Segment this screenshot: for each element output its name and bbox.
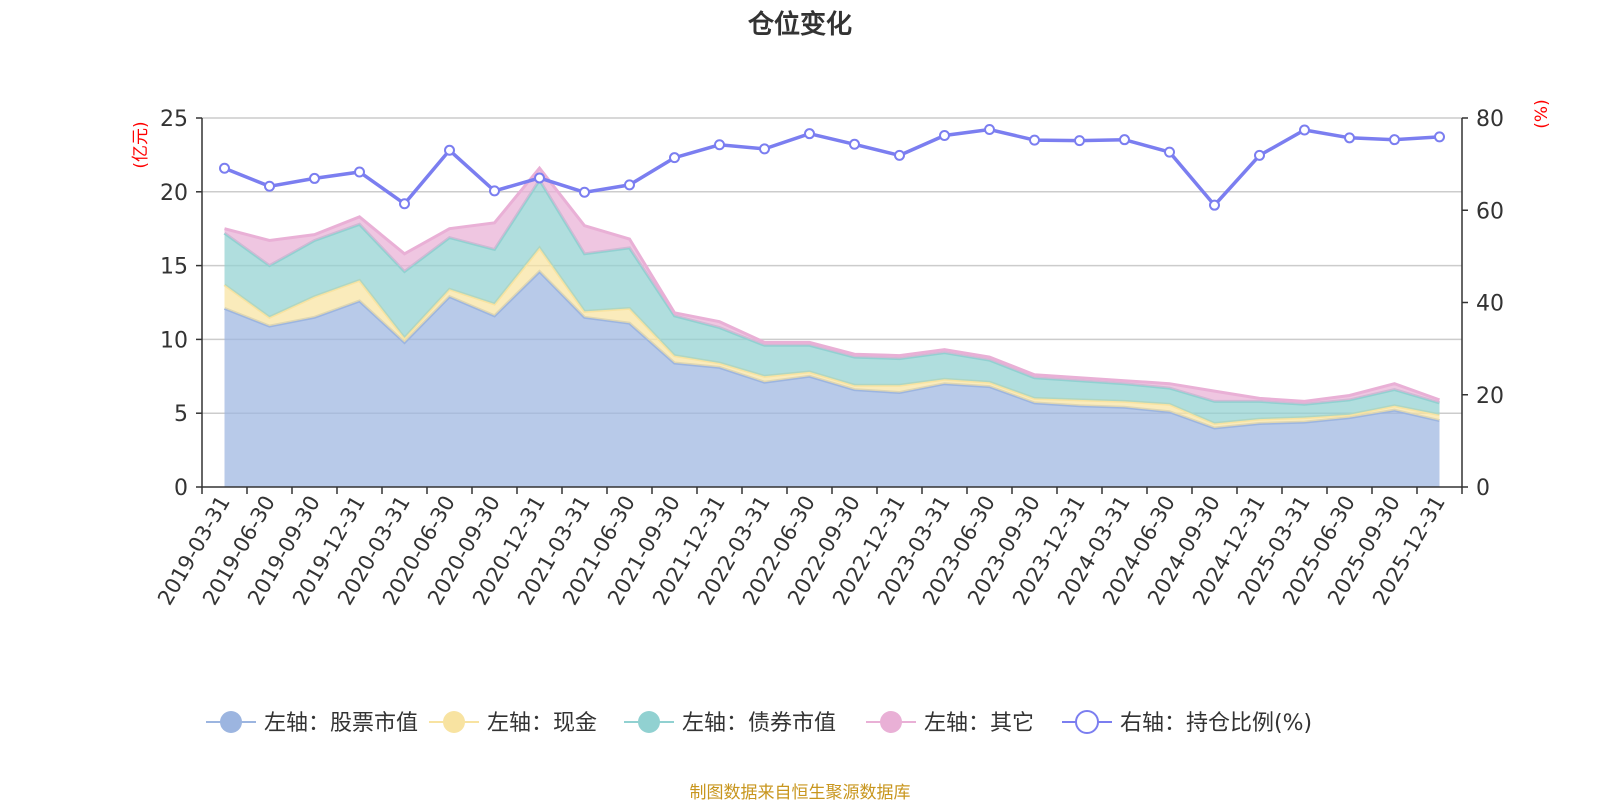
legend-label: 左轴：债券市值 xyxy=(682,711,836,736)
ratio-point xyxy=(219,162,230,174)
left-axis-unit: (亿元) xyxy=(131,121,151,168)
ratio-point xyxy=(714,139,725,151)
left-tick-label: 20 xyxy=(160,181,188,206)
left-tick-label: 10 xyxy=(160,328,188,353)
ratio-point xyxy=(759,143,770,155)
ratio-point xyxy=(1389,134,1400,146)
area-左轴：股票市值 xyxy=(224,271,1440,487)
area-左轴：债券市值 xyxy=(224,180,1440,424)
ratio-point xyxy=(444,144,455,156)
ratio-point xyxy=(264,180,275,192)
stacked-areas xyxy=(223,165,1441,487)
ratio-point xyxy=(1029,134,1040,146)
ratio-point xyxy=(1074,135,1085,147)
left-tick-label: 15 xyxy=(160,255,188,280)
ratio-line xyxy=(219,124,1445,211)
right-tick-label: 40 xyxy=(1476,292,1504,317)
ratio-point xyxy=(1119,134,1130,146)
ratio-point xyxy=(1434,131,1445,143)
ratio-point xyxy=(849,138,860,150)
legend-marker-左轴：现金 xyxy=(443,711,465,733)
ratio-point xyxy=(1209,199,1220,211)
ratio-point xyxy=(579,186,590,198)
ratio-point xyxy=(984,124,995,136)
legend-marker-左轴：债券市值 xyxy=(638,711,660,733)
ratio-point xyxy=(399,198,410,210)
ratio-point xyxy=(309,172,320,184)
ratio-point xyxy=(669,152,680,164)
ratio-point xyxy=(1254,149,1265,161)
legend-label: 右轴：持仓比例(%) xyxy=(1120,711,1312,736)
ratio-point xyxy=(1164,146,1175,158)
ratio-point xyxy=(1344,132,1355,144)
right-tick-label: 80 xyxy=(1476,107,1504,132)
ratio-line-path xyxy=(223,127,1440,208)
left-tick-label: 0 xyxy=(174,476,188,501)
left-tick-label: 5 xyxy=(174,402,188,427)
right-tick-label: 0 xyxy=(1476,476,1490,501)
legend-label: 左轴：现金 xyxy=(487,711,597,736)
left-tick-label: 25 xyxy=(160,107,188,132)
ratio-point xyxy=(354,166,365,178)
ratio-point xyxy=(489,185,500,197)
legend-label: 左轴：其它 xyxy=(924,711,1034,736)
ratio-point xyxy=(1299,124,1310,136)
ratio-point xyxy=(624,179,635,191)
legend-marker-右轴：持仓比例(%) xyxy=(1075,710,1099,734)
ratio-point xyxy=(939,130,950,142)
legend-marker-左轴：其它 xyxy=(880,711,902,733)
ratio-point xyxy=(804,128,815,140)
right-tick-label: 60 xyxy=(1476,199,1504,224)
source-note: 制图数据来自恒生聚源数据库 xyxy=(690,783,911,800)
area-edge-左轴：其它 xyxy=(224,165,1441,403)
chart-title: 仓位变化 xyxy=(747,9,852,40)
legend-label: 左轴：股票市值 xyxy=(264,711,418,736)
legend: 左轴：股票市值 左轴：现金 左轴：债券市值 左轴：其它 右轴：持仓比例(%) xyxy=(206,710,1312,736)
right-axis-unit: (%) xyxy=(1532,99,1552,128)
legend-marker-左轴：股票市值 xyxy=(220,711,242,733)
ratio-point xyxy=(534,172,545,184)
right-tick-label: 20 xyxy=(1476,384,1504,409)
ratio-point xyxy=(894,149,905,161)
